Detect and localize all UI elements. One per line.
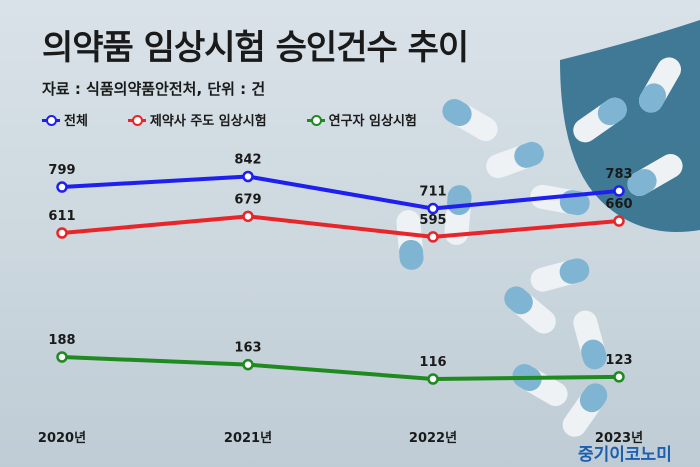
data-point-total-3 bbox=[613, 185, 625, 197]
data-label-total-1: 842 bbox=[234, 153, 261, 168]
legend-item-pharma: 제약사 주도 임상시험 bbox=[127, 110, 267, 129]
data-point-researcher-3 bbox=[613, 371, 625, 383]
series-line-total bbox=[61, 174, 620, 211]
legend-label-total: 전체 bbox=[64, 114, 88, 129]
data-point-pharma-1 bbox=[242, 210, 254, 223]
data-point-pharma-0 bbox=[56, 227, 68, 239]
series-line-pharma bbox=[61, 214, 620, 239]
brand-logo: 중기이코노미 bbox=[578, 445, 672, 465]
data-label-pharma-3: 660 bbox=[605, 197, 632, 212]
x-tick-label-2: 2022년 bbox=[409, 431, 457, 446]
legend: 전체 제약사 주도 임상시험 연구자 임상시험 bbox=[42, 110, 417, 129]
chart-title: 의약품 임상시험 승인건수 추이 bbox=[42, 28, 469, 68]
data-label-total-0: 799 bbox=[48, 163, 75, 178]
series-line-researcher bbox=[61, 355, 620, 381]
data-point-total-0 bbox=[56, 181, 68, 193]
legend-marker-researcher bbox=[306, 114, 325, 126]
chart-source: 자료 : 식품의약품안전처, 단위 : 건 bbox=[42, 80, 266, 98]
data-label-total-2: 711 bbox=[419, 185, 446, 200]
data-label-pharma-0: 611 bbox=[48, 209, 75, 224]
data-point-pharma-2 bbox=[427, 231, 439, 243]
data-point-total-1 bbox=[242, 170, 254, 183]
data-label-researcher-3: 123 bbox=[605, 353, 632, 368]
data-point-researcher-0 bbox=[56, 351, 68, 363]
legend-marker-pharma bbox=[127, 114, 146, 126]
data-point-total-2 bbox=[427, 202, 439, 215]
data-label-researcher-2: 116 bbox=[419, 355, 446, 370]
data-point-pharma-3 bbox=[613, 215, 625, 227]
legend-item-researcher: 연구자 임상시험 bbox=[306, 110, 417, 129]
x-tick-label-3: 2023년 bbox=[595, 431, 643, 446]
legend-label-pharma: 제약사 주도 임상시험 bbox=[149, 114, 267, 129]
legend-marker-total bbox=[42, 114, 60, 126]
data-point-researcher-2 bbox=[427, 373, 439, 385]
data-label-total-3: 783 bbox=[605, 167, 632, 182]
data-point-researcher-1 bbox=[242, 358, 254, 371]
data-label-pharma-1: 679 bbox=[234, 192, 261, 207]
data-label-pharma-2: 595 bbox=[419, 213, 446, 228]
data-label-researcher-1: 163 bbox=[234, 341, 261, 356]
legend-item-total: 전체 bbox=[42, 110, 88, 129]
data-label-researcher-0: 188 bbox=[48, 333, 75, 348]
legend-label-researcher: 연구자 임상시험 bbox=[328, 114, 417, 129]
x-tick-label-1: 2021년 bbox=[224, 431, 272, 446]
x-tick-label-0: 2020년 bbox=[38, 431, 86, 446]
